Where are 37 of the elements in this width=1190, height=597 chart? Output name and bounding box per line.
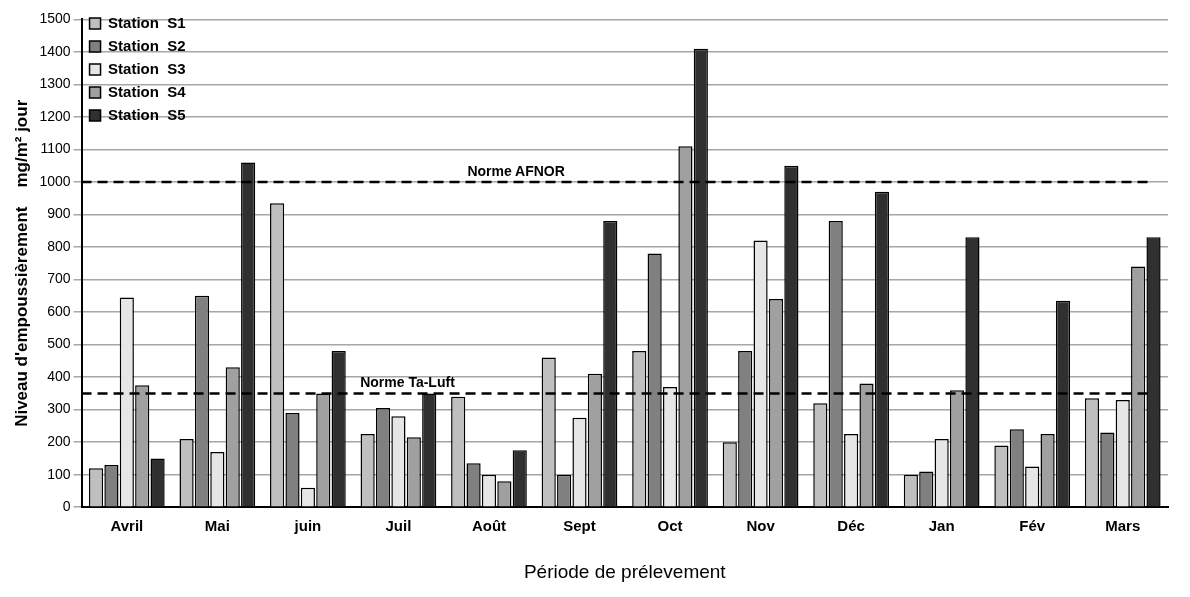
- x-tick-label: Jan: [928, 517, 955, 535]
- legend-label: Station S5: [108, 105, 186, 123]
- y-tick-label: 1000: [39, 172, 71, 189]
- y-axis-title: Niveau d'empoussièrement mg/m² jour: [11, 99, 31, 427]
- x-tick-label: Avril: [110, 517, 144, 535]
- x-axis-title: Période de prélevement: [523, 560, 727, 582]
- y-tick-label: 800: [47, 237, 71, 254]
- y-tick-label: 600: [47, 302, 71, 319]
- y-tick-label: 100: [47, 465, 71, 482]
- ref-line-label: Norme Ta-Luft: [360, 374, 456, 391]
- x-tick-label: Juil: [385, 517, 412, 535]
- y-tick-label: 500: [47, 335, 71, 352]
- y-tick-label: 300: [47, 400, 71, 417]
- y-tick-label: 900: [47, 205, 71, 222]
- ref-line-label: Norme AFNOR: [467, 162, 565, 179]
- x-tick-label: Nov: [746, 517, 776, 535]
- x-tick-label: Sept: [563, 517, 596, 535]
- y-tick-label: 200: [47, 433, 71, 450]
- y-tick-label: 700: [47, 270, 71, 287]
- x-tick-label: Oct: [657, 517, 683, 535]
- x-tick-label: Mars: [1105, 517, 1141, 535]
- legend-label: Station S1: [108, 13, 186, 31]
- x-tick-label: Août: [471, 517, 507, 535]
- y-tick-label: 1400: [39, 42, 71, 59]
- legend-label: Station S2: [108, 36, 186, 54]
- y-tick-label: 1200: [39, 107, 71, 124]
- x-tick-label: Fév: [1019, 517, 1046, 535]
- y-tick-label: 400: [47, 367, 71, 384]
- y-tick-label: 1100: [40, 140, 71, 157]
- x-tick-label: Déc: [837, 517, 865, 535]
- x-tick-label: juin: [293, 517, 322, 535]
- legend-label: Station S4: [108, 82, 187, 100]
- y-tick-label: 1500: [39, 10, 71, 27]
- x-tick-label: Mai: [204, 517, 230, 535]
- legend-label: Station S3: [108, 59, 186, 77]
- y-tick-label: 1300: [39, 75, 71, 92]
- y-tick-label: 0: [62, 498, 71, 515]
